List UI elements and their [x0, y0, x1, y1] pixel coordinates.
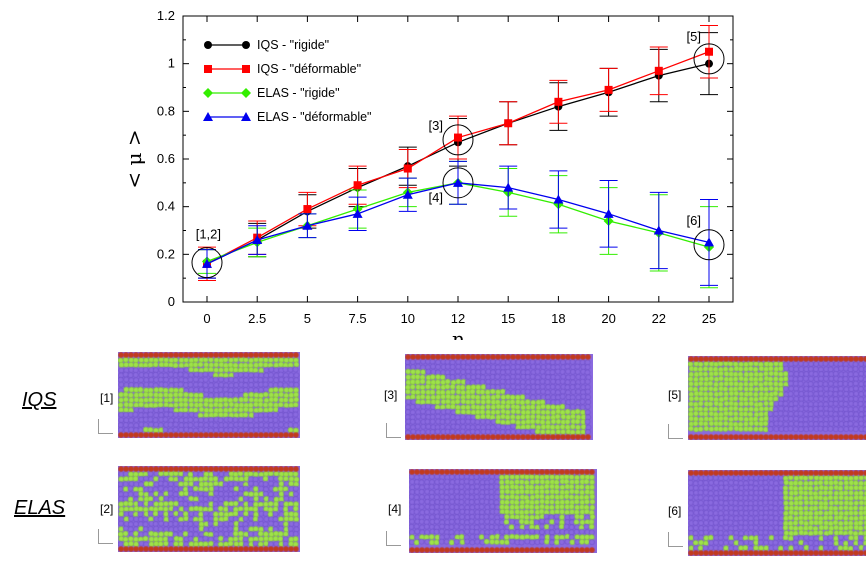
- panel-label-2: [2]: [100, 502, 114, 516]
- legend-marker: [204, 41, 212, 49]
- annotation-label: [3]: [429, 118, 443, 133]
- annotation-circle: [442, 167, 474, 199]
- series-4-point: [302, 220, 313, 230]
- x-tick-label: 5: [304, 311, 311, 326]
- x-axis-label: η: [452, 327, 464, 340]
- y-tick-label: 0.6: [157, 151, 175, 166]
- legend-label: IQS - "déformable": [257, 62, 361, 76]
- x-tick-label: 15: [501, 311, 515, 326]
- series-4-point: [202, 258, 212, 268]
- series-2-point: [454, 133, 462, 142]
- legend-marker: [204, 65, 212, 73]
- y-tick-label: 0.2: [157, 246, 175, 261]
- x-tick-label: 2.5: [248, 311, 266, 326]
- annotation-label: [5]: [687, 29, 701, 44]
- y-tick-label: 1.2: [157, 8, 175, 23]
- legend-marker: [241, 112, 251, 121]
- panel-label-4: [4]: [388, 502, 402, 516]
- axes-glyph-icon: [98, 529, 113, 544]
- series-2-point: [303, 205, 312, 214]
- series-2-point: [504, 119, 513, 128]
- snapshot-panel-2: [118, 466, 300, 552]
- legend-label: ELAS - "déformable": [257, 110, 371, 124]
- annotation-circle: [191, 247, 223, 279]
- annotation-circle: [693, 43, 725, 75]
- legend-marker: [203, 112, 213, 121]
- y-tick-label: 1: [168, 56, 175, 71]
- snapshot-panel-3: [405, 354, 593, 440]
- axes-glyph-icon: [668, 532, 683, 547]
- line-chart: 0 0.2 0.4 0.6 0.8 1 1.2 0 2.5 5 7.5 10 12 15 18 20 22 25 η…: [122, 8, 734, 340]
- panel-label-3: [3]: [384, 388, 398, 402]
- legend-label: ELAS - "rigide": [257, 86, 340, 100]
- series-4-point: [603, 208, 614, 218]
- annotation-circle: [693, 229, 725, 261]
- series-2-point: [604, 85, 613, 94]
- series-4-point: [252, 235, 263, 245]
- axes-glyph-icon: [98, 419, 113, 434]
- x-tick-label: 25: [702, 311, 716, 326]
- series-4-point: [402, 189, 413, 199]
- annotation-label: [1,2]: [196, 227, 221, 242]
- x-tick-label: 7.5: [349, 311, 367, 326]
- series-2-point: [554, 97, 563, 106]
- series-2-point: [654, 66, 663, 75]
- snapshot-panel-1: [118, 352, 300, 438]
- y-tick-label: 0: [168, 294, 175, 309]
- axes-glyph-icon: [386, 423, 401, 438]
- y-axis-label: < μ >: [122, 129, 146, 188]
- axes-glyph-icon: [668, 424, 683, 439]
- x-tick-label: 0: [203, 311, 210, 326]
- x-tick-label: 18: [551, 311, 565, 326]
- x-tick-label: 10: [401, 311, 415, 326]
- legend-marker: [242, 41, 250, 49]
- series-2-point: [705, 47, 713, 56]
- annotation-label: [4]: [429, 190, 443, 205]
- snapshot-panel-6: [688, 470, 866, 556]
- y-tick-label: 0.4: [157, 199, 175, 214]
- axes-glyph-icon: [386, 531, 401, 546]
- row-label-elas: ELAS: [14, 497, 66, 519]
- y-tick-label: 0.8: [157, 103, 175, 118]
- series-4-point: [453, 177, 463, 187]
- series-4-point: [553, 194, 564, 204]
- snapshot-panel-4: [409, 469, 597, 553]
- x-tick-label: 12: [451, 311, 465, 326]
- panel-label-1: [1]: [100, 391, 114, 405]
- x-tick-label: 20: [601, 311, 615, 326]
- legend-marker: [203, 88, 213, 98]
- annotation-label: [6]: [687, 213, 701, 228]
- series-4-point: [704, 237, 714, 247]
- series-4-point: [352, 208, 363, 218]
- row-label-iqs: IQS: [22, 389, 57, 411]
- panel-label-5: [5]: [668, 388, 682, 402]
- annotation-circle: [442, 124, 474, 156]
- snapshot-panel-5: [688, 356, 866, 440]
- series-4-point: [503, 182, 514, 192]
- panel-label-6: [6]: [668, 504, 682, 518]
- series-4-point: [653, 225, 664, 235]
- legend-marker: [242, 65, 250, 73]
- x-tick-label: 22: [652, 311, 666, 326]
- legend-label: IQS - "rigide": [257, 38, 329, 52]
- legend-marker: [241, 88, 251, 98]
- series-2-point: [353, 181, 362, 190]
- series-2-point: [403, 164, 412, 173]
